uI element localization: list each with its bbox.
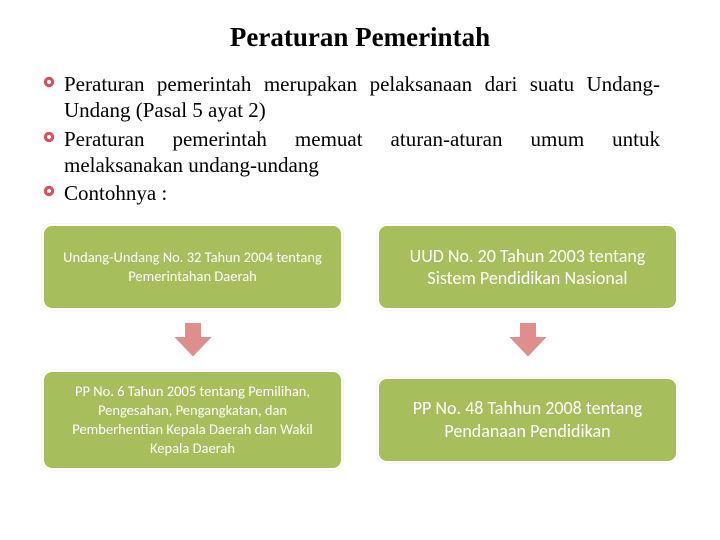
box-bottom-right: PP No. 48 Tahhun 2008 tentang Pendanaan … [377, 377, 678, 463]
slide: Peraturan Pemerintah Peraturan pemerinta… [0, 0, 720, 540]
bullet-dot-icon [38, 185, 60, 197]
page-title: Peraturan Pemerintah [0, 22, 720, 53]
bullet-text: Peraturan pemerintah merupakan pelaksana… [60, 71, 660, 124]
bullet-dot-icon [38, 131, 60, 143]
list-item: Peraturan pemerintah memuat aturan-atura… [38, 126, 660, 179]
bullet-text: Contohnya : [60, 180, 660, 206]
box-top-right: UUD No. 20 Tahun 2003 tentang Sistem Pen… [377, 224, 678, 310]
arrow-down-right [377, 318, 678, 362]
box-label: PP No. 6 Tahun 2005 tentang Pemilihan, P… [58, 382, 327, 457]
box-label: UUD No. 20 Tahun 2003 tentang Sistem Pen… [393, 245, 662, 290]
chevron-down-icon [170, 320, 216, 360]
diagram-grid: Undang-Undang No. 32 Tahun 2004 tentang … [0, 224, 720, 469]
bullet-text: Peraturan pemerintah memuat aturan-atura… [60, 126, 660, 179]
box-label: Undang-Undang No. 32 Tahun 2004 tentang … [58, 248, 327, 286]
box-label: PP No. 48 Tahhun 2008 tentang Pendanaan … [393, 397, 662, 442]
list-item: Peraturan pemerintah merupakan pelaksana… [38, 71, 660, 124]
list-item: Contohnya : [38, 180, 660, 206]
box-bottom-left: PP No. 6 Tahun 2005 tentang Pemilihan, P… [42, 370, 343, 469]
box-top-left: Undang-Undang No. 32 Tahun 2004 tentang … [42, 224, 343, 310]
bullet-list: Peraturan pemerintah merupakan pelaksana… [0, 71, 720, 206]
bullet-dot-icon [38, 76, 60, 88]
arrow-down-left [42, 318, 343, 362]
chevron-down-icon [505, 320, 551, 360]
